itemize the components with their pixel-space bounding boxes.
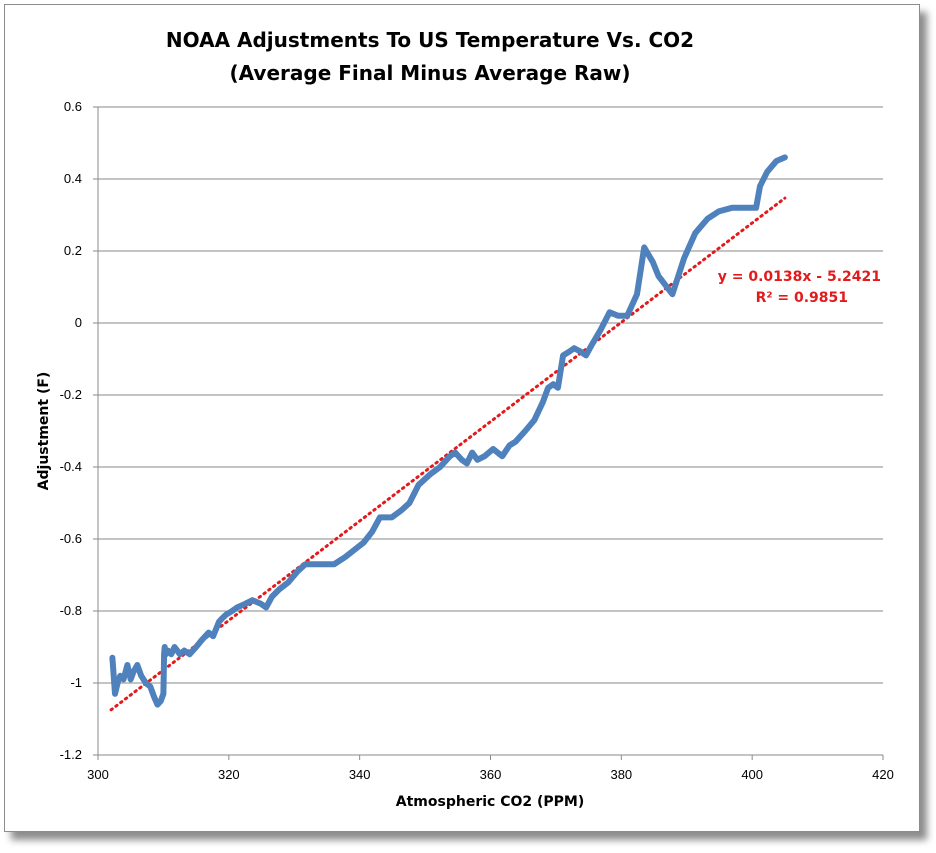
x-tick-label: 400 <box>741 767 763 782</box>
x-tick-label: 420 <box>872 767 894 782</box>
x-tick-label: 380 <box>610 767 632 782</box>
y-tick-label: 0 <box>75 315 82 330</box>
y-tick-label: -1 <box>70 675 82 690</box>
series-line <box>109 154 788 708</box>
x-tick-label: 340 <box>349 767 371 782</box>
y-axis-title: Adjustment (F) <box>36 372 52 491</box>
y-tick-label: -0.6 <box>60 531 82 546</box>
y-tick-label: -1.2 <box>60 747 82 762</box>
axes <box>93 106 884 760</box>
y-tick-label: 0.2 <box>64 243 82 258</box>
chart-subtitle: (Average Final Minus Average Raw) <box>230 61 631 85</box>
chart-frame <box>4 4 920 832</box>
y-tick-label: -0.2 <box>60 387 82 402</box>
trendline-r2: R² = 0.9851 <box>756 290 848 306</box>
y-tick-label: -0.8 <box>60 603 82 618</box>
trendline-equation: y = 0.0138x - 5.2421 <box>718 269 881 285</box>
y-tick-label: -0.4 <box>60 459 82 474</box>
x-tick-label: 320 <box>218 767 240 782</box>
x-axis-title: Atmospheric CO2 (PPM) <box>396 794 584 810</box>
y-tick-label: 0.4 <box>64 171 82 186</box>
x-tick-label: 360 <box>480 767 502 782</box>
tick-labels: -1.2 -1 -0.8 -0.6 -0.4 -0.2 0 0.2 0.4 0.6 300 320 34… <box>60 99 894 782</box>
gridlines <box>98 106 883 684</box>
chart-title: NOAA Adjustments To US Temperature Vs. C… <box>166 28 694 52</box>
series-layer <box>109 154 788 708</box>
y-tick-label: 0.6 <box>64 99 82 114</box>
x-tick-label: 300 <box>87 767 109 782</box>
